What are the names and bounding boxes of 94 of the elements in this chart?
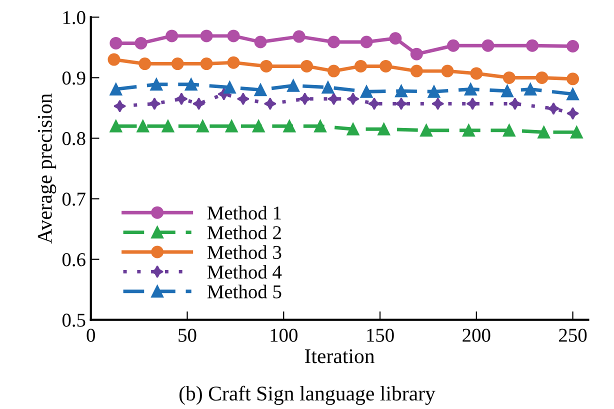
point (328, 36, 340, 48)
point (110, 120, 122, 132)
point (360, 85, 373, 98)
point (200, 58, 213, 70)
text: (b) Craft Sign language library (179, 386, 436, 405)
point (236, 92, 250, 106)
point (508, 97, 522, 110)
y-tick-label: 0.5 (62, 314, 86, 327)
point (134, 36, 148, 50)
point (287, 79, 300, 92)
point (283, 120, 296, 132)
point (225, 120, 238, 132)
point (254, 36, 267, 48)
legend-label: Method 5 (207, 284, 282, 298)
point (394, 97, 408, 110)
legend-label: Method 2 (207, 226, 281, 240)
point (464, 82, 477, 96)
point (227, 56, 240, 69)
point (136, 120, 150, 132)
point (410, 48, 423, 60)
point (441, 64, 454, 78)
point (380, 60, 392, 72)
point (138, 58, 152, 70)
point (227, 30, 240, 42)
point (200, 30, 213, 42)
point (447, 39, 460, 52)
legend-label: Method 4 (207, 265, 282, 279)
point (346, 92, 360, 106)
legend-label: Method 3 (207, 245, 282, 259)
point (360, 36, 373, 48)
y-tick-label: 0.7 (62, 192, 86, 206)
point (110, 82, 122, 96)
point (566, 40, 580, 52)
point (328, 64, 340, 78)
point (252, 120, 265, 132)
point (110, 36, 122, 50)
point (192, 97, 206, 110)
point (378, 122, 390, 136)
point (162, 120, 174, 132)
point (150, 78, 163, 91)
point (524, 82, 537, 96)
point (292, 30, 306, 43)
x-tick-label: 100 (270, 328, 298, 342)
y-tick-label: 0.6 (62, 253, 86, 266)
point (394, 84, 408, 98)
point (410, 64, 423, 78)
x-tick-label: 250 (559, 328, 587, 342)
x-axis-title: Iteration (305, 349, 375, 364)
point (502, 71, 516, 84)
point (502, 124, 516, 137)
point (566, 107, 580, 120)
point (420, 124, 433, 137)
point (166, 30, 178, 42)
y-axis-title: Average precision (38, 94, 56, 244)
x-tick-label: 0 (86, 328, 95, 342)
point (432, 97, 444, 110)
point (428, 85, 440, 98)
point (223, 81, 236, 94)
y-tick-label: 1.0 (63, 10, 86, 24)
legend-label: Method 1 (207, 206, 281, 220)
y-tick-label: 0.8 (62, 132, 86, 146)
point (175, 92, 188, 106)
point (114, 100, 126, 112)
point (470, 67, 483, 80)
point (538, 126, 550, 138)
point (298, 92, 312, 106)
point (254, 84, 267, 96)
point (368, 97, 380, 110)
point (354, 60, 367, 72)
point (389, 32, 402, 45)
x-tick-label: 50 (178, 328, 196, 342)
point (566, 88, 580, 100)
point (566, 72, 580, 86)
point (264, 97, 276, 110)
point (184, 78, 198, 91)
point (536, 71, 548, 84)
point (196, 120, 209, 132)
point (462, 124, 475, 137)
x-tick-label: 200 (462, 328, 490, 342)
point (260, 60, 273, 72)
point (148, 97, 161, 110)
point (482, 39, 494, 52)
point (314, 120, 327, 132)
point (547, 102, 560, 115)
point (171, 58, 184, 70)
point (346, 122, 360, 136)
point (300, 60, 314, 72)
point (322, 81, 334, 94)
point (526, 39, 539, 52)
x-tick-label: 150 (367, 328, 394, 342)
point (501, 84, 514, 98)
y-tick-label: 0.9 (62, 72, 86, 85)
point (570, 126, 583, 138)
point (108, 53, 120, 66)
